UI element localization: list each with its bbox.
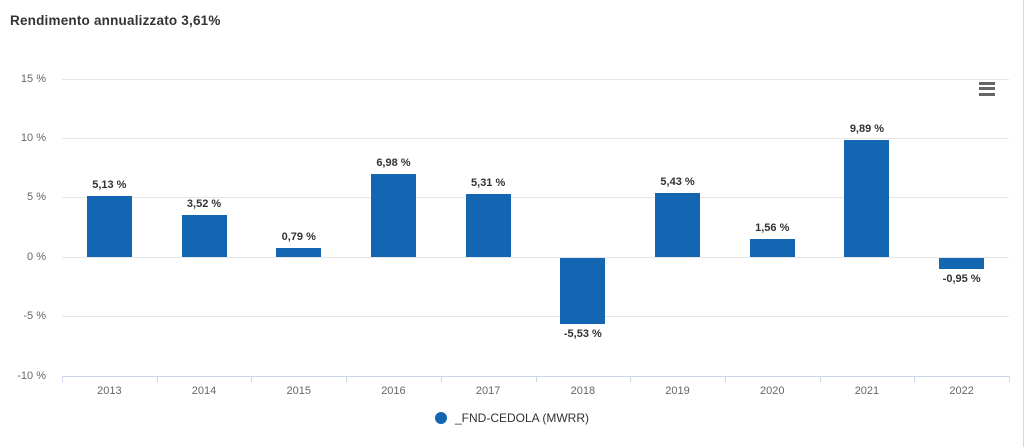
x-axis-tick [440,377,442,382]
y-axis-label: 10 % [20,131,46,144]
data-label-2016: 6,98 % [376,157,411,170]
bar-2022[interactable] [939,258,985,270]
x-axis-label-2022: 2022 [949,385,974,397]
x-axis-label-2013: 2013 [97,385,122,397]
x-axis-tick [251,377,253,382]
x-axis-tick [724,377,726,382]
bar-2015[interactable] [276,247,322,258]
chart-title: Rendimento annualizzato 3,61% [10,13,221,28]
bar-2014[interactable] [181,215,227,258]
data-label-2022: -0,95 % [942,273,981,286]
legend-marker-icon [435,412,447,424]
chart-context-menu-button[interactable] [976,79,998,98]
data-label-2018: -5,53 % [563,327,602,340]
x-axis-tick [1009,377,1010,382]
y-axis-label: 5 % [27,191,46,204]
bar-2016[interactable] [370,174,416,258]
legend-label: _FND-CEDOLA (MWRR) [455,411,589,425]
y-axis-label: -5 % [23,310,46,323]
data-label-2015: 0,79 % [281,230,316,243]
gridline [62,137,1009,139]
data-label-2019: 5,43 % [660,175,695,188]
hamburger-icon [979,81,995,96]
x-axis-label-2014: 2014 [191,385,217,397]
x-axis-tick [819,377,821,382]
x-axis-label-2016: 2016 [381,385,406,397]
gridline [62,316,1009,318]
x-axis-line [62,376,1010,377]
bar-2019[interactable] [655,192,701,258]
gridline [62,197,1009,199]
data-label-2013: 5,13 % [92,179,127,192]
x-axis-label-2021: 2021 [854,385,880,397]
legend-item[interactable]: _FND-CEDOLA (MWRR) [0,410,1024,426]
y-axis-label: -10 % [17,369,46,382]
gridline [62,78,1009,80]
y-axis-label: 15 % [20,72,46,85]
x-axis-label-2019: 2019 [665,385,690,397]
x-axis-tick [630,377,632,382]
bar-2018[interactable] [560,258,606,324]
data-label-2017: 5,31 % [471,177,506,190]
x-axis-tick [914,377,916,382]
gridline [62,256,1009,258]
x-axis-tick [535,377,537,382]
y-axis-label: 0 % [27,250,46,263]
x-axis-label-2015: 2015 [286,385,311,397]
x-axis-label-2017: 2017 [475,385,501,397]
x-axis-label-2020: 2020 [760,385,785,397]
bar-2020[interactable] [749,238,795,258]
data-label-2020: 1,56 % [755,221,790,234]
bar-2013[interactable] [86,196,132,258]
x-axis-tick [346,377,348,382]
x-axis-tick [62,377,63,382]
x-axis-label-2018: 2018 [570,385,596,397]
data-label-2021: 9,89 % [849,122,885,135]
data-label-2014: 3,52 % [186,198,222,211]
bar-2017[interactable] [465,194,511,258]
x-axis-tick [156,377,158,382]
bar-2021[interactable] [844,139,890,258]
